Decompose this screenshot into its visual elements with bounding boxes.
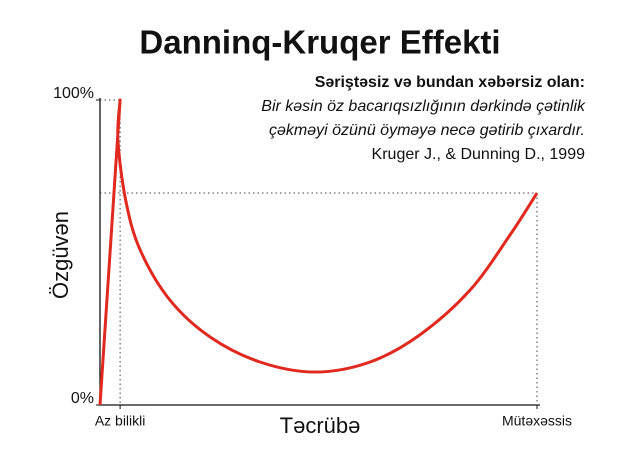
- y-tick-label: 100%: [53, 85, 94, 102]
- x-tick-label: Az bilikli: [95, 413, 146, 429]
- citation: Kruger J., & Dunning D., 1999: [372, 146, 586, 163]
- x-axis-label: Təcrübə: [280, 413, 361, 438]
- annotation-line: Bir kəsin öz bacarıqsızlığının dərkində …: [261, 98, 586, 115]
- y-tick-label: 0%: [71, 390, 94, 407]
- chart-title: Danninq-Kruqer Effekti: [139, 24, 500, 61]
- line: [98, 98, 539, 406]
- x-tick-label: Mütəxəssis: [502, 413, 572, 429]
- annotation-heading: Səriştəsiz və bundan xəbərsiz olan:: [315, 74, 585, 91]
- annotation-line: çəkməyi özünü öyməyə necə gətirib çıxard…: [269, 122, 585, 139]
- y-axis-label: Özgüvən: [48, 211, 73, 299]
